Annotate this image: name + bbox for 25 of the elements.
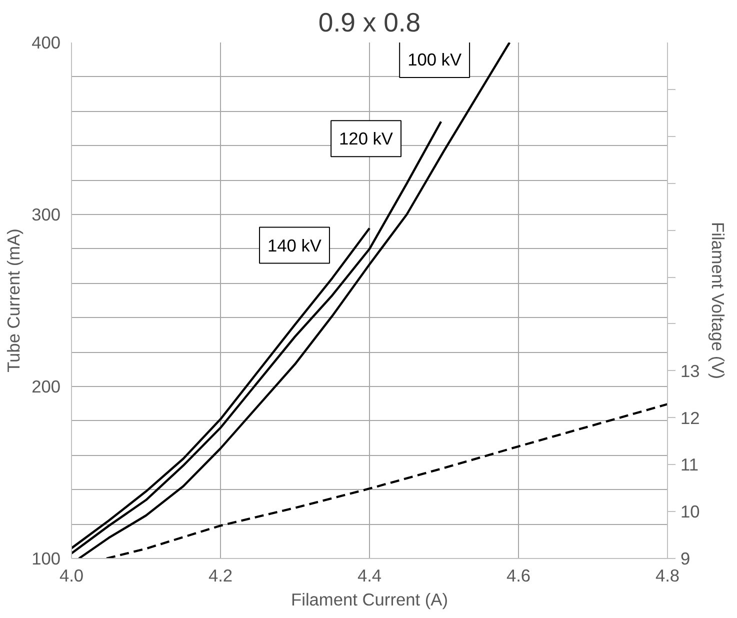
x-tick-label: 4.6 [506,566,531,586]
y2-tick-label: 12 [680,408,700,428]
line-series [105,403,668,558]
x-tick-label: 4.0 [59,566,84,586]
y-axis-title: Tube Current (mA) [4,228,24,372]
series-label: 100 kV [408,50,462,70]
y-tick-label: 400 [32,32,61,52]
y-tick-label: 100 [32,548,61,568]
x-tick-label: 4.8 [655,566,680,586]
line-series [72,120,442,554]
line-series [72,227,371,550]
y2-axis-title: Filament Voltage (V) [708,222,728,380]
y2-tick-label: 11 [680,454,698,475]
chart-title: 0.9 x 0.8 [318,8,421,38]
x-tick-label: 4.4 [357,566,382,586]
y-tick-label: 300 [32,204,61,224]
y2-tick-label: 13 [680,360,700,381]
y-tick-label: 200 [32,376,61,396]
y2-tick-label: 10 [680,502,700,522]
line-series [78,42,511,558]
series-label: 120 kV [339,128,394,149]
y2-tick-label: 9 [680,548,690,568]
series-label: 140 kV [268,235,322,256]
x-tick-label: 4.2 [208,566,233,586]
x-axis-title: Filament Current (A) [291,590,448,610]
